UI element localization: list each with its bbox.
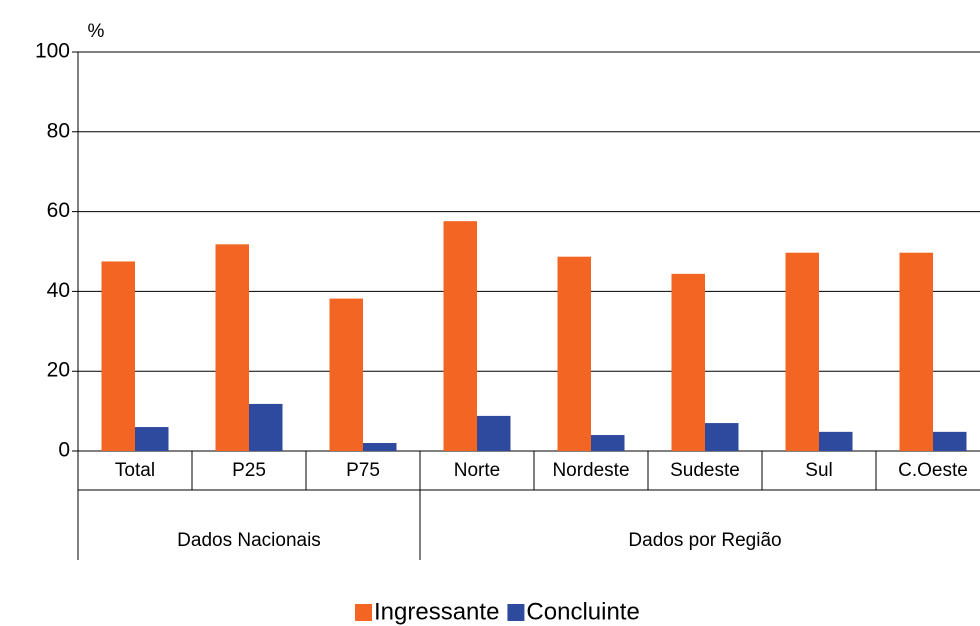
y-unit: % — [88, 21, 105, 42]
bar — [819, 431, 853, 451]
y-tick-label: 60 — [47, 199, 70, 222]
bar — [933, 431, 967, 451]
bar — [135, 427, 169, 451]
y-tick-label: 0 — [58, 439, 70, 462]
bar — [215, 244, 249, 451]
x-tick-label: Sudeste — [670, 460, 740, 481]
y-tick-label: 100 — [35, 40, 70, 63]
legend-label: Ingressante — [374, 598, 499, 625]
bar — [249, 403, 283, 451]
bar — [363, 443, 397, 451]
bar — [443, 221, 477, 451]
bar — [705, 423, 739, 451]
x-tick-label: C.Oeste — [898, 460, 968, 481]
bar — [671, 273, 705, 451]
legend-swatch — [355, 604, 372, 621]
x-tick-label: P25 — [232, 460, 266, 481]
y-tick-label: 40 — [47, 279, 70, 302]
bar — [899, 252, 933, 451]
x-tick-label: Sul — [805, 460, 832, 481]
legend-label: Concluinte — [526, 598, 639, 625]
bar — [477, 415, 511, 451]
x-tick-label: Nordeste — [552, 460, 629, 481]
bar — [785, 252, 819, 451]
x-tick-label: Norte — [454, 460, 500, 481]
bar — [329, 298, 363, 451]
bar — [557, 256, 591, 451]
bar — [101, 261, 135, 451]
y-tick-label: 20 — [47, 359, 70, 382]
x-tick-label: P75 — [346, 460, 380, 481]
x-tick-label: Total — [115, 460, 155, 481]
legend-swatch — [507, 604, 525, 621]
bar — [591, 435, 625, 451]
group-label: Dados Nacionais — [177, 530, 321, 551]
y-tick-label: 80 — [47, 119, 70, 142]
group-label: Dados por Região — [628, 530, 781, 551]
